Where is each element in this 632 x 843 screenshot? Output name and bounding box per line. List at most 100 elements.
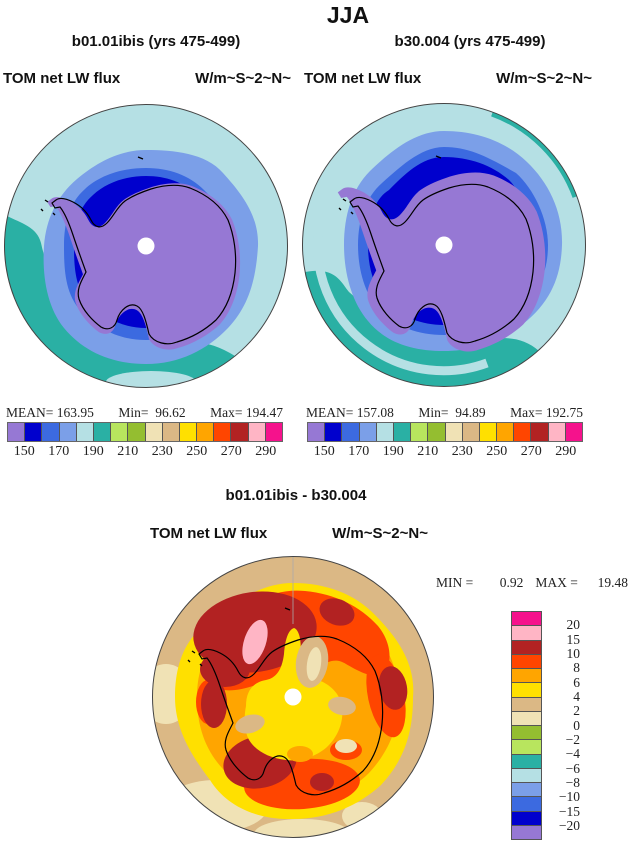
colorbar-cell: [512, 612, 541, 627]
vtick-label: −6: [565, 761, 580, 776]
colorbar-cell: [445, 423, 463, 441]
diff-min-value: 0.92: [499, 575, 524, 590]
map1-rim-lightband: [106, 371, 196, 388]
tick-label: 250: [186, 444, 208, 459]
tick-label: 230: [451, 444, 473, 459]
diff-darkred-topleft-lobe: [200, 651, 250, 687]
tick-label: 170: [348, 444, 370, 459]
panel1-field-label: TOM net LW flux: [3, 70, 121, 87]
vtick-label: −10: [558, 789, 580, 804]
colorbar-cell: [308, 423, 326, 441]
tick-label: 150: [313, 444, 335, 459]
tick-label: 290: [555, 444, 577, 459]
tick-label: 230: [151, 444, 173, 459]
tick-label: 150: [13, 444, 35, 459]
vtick-label: 10: [566, 646, 581, 661]
panel2-max: Max= 192.75: [510, 405, 583, 420]
colorbar-cell: [411, 423, 429, 441]
colorbar-cell: [512, 740, 541, 755]
diff-orange-patch-s: [287, 746, 313, 762]
colorbar-cell: [359, 423, 377, 441]
colorbar-cell: [514, 423, 532, 441]
vtick-label: −20: [558, 818, 580, 833]
tick-label: 210: [117, 444, 139, 459]
panel2-field-label: TOM net LW flux: [304, 70, 422, 87]
panel2-stats: MEAN= 157.08 Min= 94.89 Max= 192.75: [306, 405, 583, 421]
vtick-label: 15: [566, 632, 581, 647]
colorbar-cell: [145, 423, 163, 441]
tick-label: 270: [220, 444, 242, 459]
colorbar-cell: [512, 711, 541, 726]
colorbar-cell: [512, 626, 541, 641]
colorbar-cell: [512, 726, 541, 741]
diff-wheat-strip-center: [306, 647, 322, 681]
diff-field-label: TOM net LW flux: [150, 525, 268, 542]
vtick-label: 20: [566, 617, 581, 632]
diff-boundary-circle: [152, 556, 434, 838]
vtick-label: 6: [573, 675, 580, 690]
figure-title: JJA: [326, 2, 370, 28]
colorbar-cell: [128, 423, 146, 441]
colorbar-cell: [512, 811, 541, 826]
colorbar-cell: [42, 423, 60, 441]
colorbar-cell: [376, 423, 394, 441]
colorbar-cell: [512, 768, 541, 783]
panel1-mean: MEAN= 163.95: [6, 405, 94, 420]
colorbar-cell: [512, 654, 541, 669]
colorbar-cell: [428, 423, 446, 441]
colorbar-cell: [462, 423, 480, 441]
colorbar-cell: [512, 825, 541, 839]
colorbar-cell: [342, 423, 360, 441]
panel2-mean: MEAN= 157.08: [306, 405, 394, 420]
panel2-min: Min= 94.89: [418, 405, 486, 420]
diff-pink-blob: [242, 619, 268, 665]
colorbar-cell: [265, 423, 282, 441]
map-panel1-b01-01ibis: [4, 104, 288, 388]
diff-darkred-right: [378, 666, 408, 710]
diff-wheat-patch-se: [335, 739, 357, 753]
diff-title: b01.01ibis - b30.004: [225, 487, 367, 504]
colorbar-cell: [512, 640, 541, 655]
colorbar-cell: [565, 423, 582, 441]
vtick-label: −4: [565, 746, 580, 761]
colorbar-cell: [162, 423, 180, 441]
diff-colorbar: [511, 611, 542, 840]
diff-tan-patch-e: [328, 696, 356, 716]
colorbar-cell: [531, 423, 549, 441]
diff-wheat-rim-s: [254, 819, 350, 838]
diff-max-label: MAX =: [535, 575, 578, 590]
vtick-label: −8: [565, 775, 580, 790]
panel1-colorbar-ticks: 150 170 190 210 230 250 270 290: [7, 444, 283, 460]
colorbar-cell: [179, 423, 198, 441]
vtick-label: 8: [573, 660, 580, 675]
vtick-label: 4: [573, 689, 580, 704]
diff-min-label: MIN =: [436, 575, 474, 590]
colorbar-cell: [93, 423, 112, 441]
colorbar-cell: [8, 423, 26, 441]
colorbar-cell: [248, 423, 266, 441]
tick-label: 270: [520, 444, 542, 459]
panel1-title: b01.01ibis (yrs 475-499): [71, 33, 241, 50]
diff-stats: MIN = 0.92 MAX = 19.48: [436, 575, 628, 591]
colorbar-cell: [512, 754, 541, 769]
panel1-colorbar: [7, 422, 283, 442]
diff-units-label: W/m~S~2~N~: [332, 525, 428, 542]
vtick-label: −15: [558, 804, 580, 819]
colorbar-cell: [497, 423, 515, 441]
panel2-colorbar: [307, 422, 583, 442]
colorbar-cell: [479, 423, 498, 441]
diff-max-value: 19.48: [597, 575, 628, 590]
colorbar-cell: [197, 423, 215, 441]
map2-teal-sliver-topright: [491, 111, 578, 198]
panel2-title: b30.004 (yrs 475-499): [394, 33, 546, 50]
panel1-min: Min= 96.62: [118, 405, 186, 420]
tick-label: 290: [255, 444, 277, 459]
panel2-field-row: TOM net LW flux W/m~S~2~N~: [304, 70, 592, 87]
vtick-label: 0: [573, 718, 580, 733]
map2-rim-lightband: [313, 233, 489, 376]
colorbar-cell: [512, 783, 541, 798]
tick-label: 190: [82, 444, 104, 459]
diff-field-row: TOM net LW flux W/m~S~2~N~: [150, 525, 428, 542]
tick-label: 210: [417, 444, 439, 459]
